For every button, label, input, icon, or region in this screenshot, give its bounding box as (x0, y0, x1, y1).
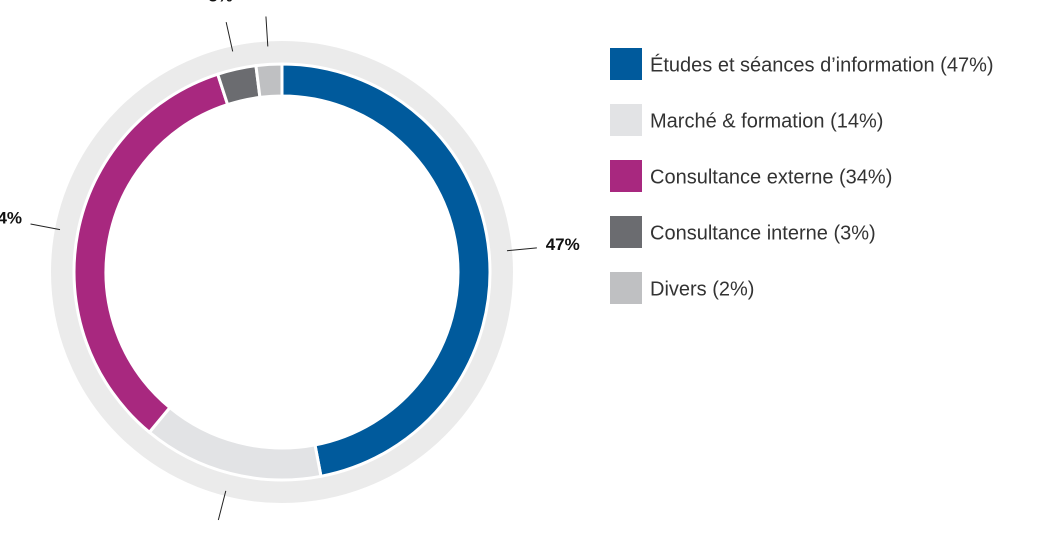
data-label: 3% (208, 0, 233, 5)
leader-line (217, 490, 227, 521)
data-label: 47% (546, 235, 580, 254)
legend-label: Consultance interne (3%) (650, 222, 876, 244)
legend-label: Marché & formation (14%) (650, 110, 883, 132)
leader-line (30, 223, 61, 231)
legend-swatch (610, 48, 642, 80)
leader-line (265, 16, 269, 47)
donut-segment (254, 62, 284, 100)
legend-label: Consultance externe (34%) (650, 166, 892, 188)
data-label: 14% (195, 535, 229, 537)
legend-label: Divers (2%) (650, 278, 754, 300)
leader-line (225, 22, 234, 52)
legend-label: Études et séances d’information (47%) (650, 53, 994, 76)
legend-swatch (610, 216, 642, 248)
legend-swatch (610, 272, 642, 304)
legend-swatch (610, 160, 642, 192)
leader-line (506, 247, 537, 252)
data-label: 34% (0, 209, 22, 228)
legend-swatch (610, 104, 642, 136)
donut-background-ring (51, 41, 513, 503)
